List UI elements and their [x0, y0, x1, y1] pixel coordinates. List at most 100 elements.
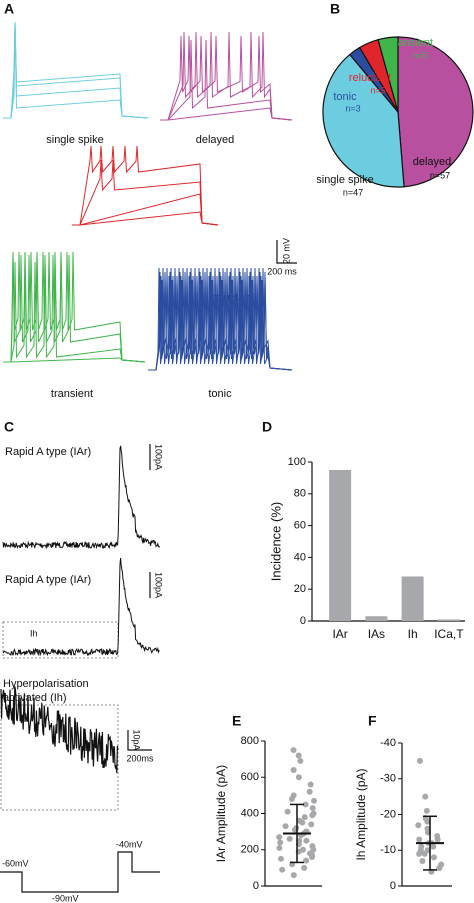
y-tick-label: 600 — [241, 771, 259, 783]
y-tick-label: -20 — [380, 808, 396, 820]
dot — [308, 821, 315, 828]
y-tick-label: 60 — [294, 520, 306, 532]
trace — [72, 193, 219, 226]
dot — [309, 854, 316, 860]
dot — [423, 807, 430, 814]
dot — [290, 767, 297, 773]
y-tick-label: 400 — [241, 807, 259, 819]
x-tick-label: IAs — [368, 627, 385, 641]
dot — [415, 822, 422, 829]
x-tick-label: IAr — [332, 627, 347, 641]
slice-label: transient — [391, 37, 433, 49]
dot — [277, 855, 284, 862]
dot — [279, 866, 286, 873]
dot — [436, 865, 443, 872]
dot — [309, 812, 316, 819]
dot — [416, 757, 423, 764]
y-tick-label: 100 — [288, 456, 306, 468]
trace — [72, 211, 219, 226]
x-tick-label: Ih — [408, 627, 418, 641]
scale-bar — [127, 730, 152, 751]
panel-label: E — [232, 713, 241, 729]
dot — [290, 872, 297, 879]
panel-label: D — [262, 419, 272, 435]
y-axis-label: Incidence (%) — [268, 502, 283, 581]
trace — [2, 445, 161, 550]
dot — [430, 843, 437, 850]
y-tick-label: 0 — [390, 880, 396, 892]
dot — [277, 839, 284, 846]
dot — [288, 796, 295, 802]
y-tick-label: -30 — [380, 773, 396, 785]
y-tick-label: 40 — [294, 551, 306, 563]
trace — [3, 21, 149, 119]
slice-label: single spike — [316, 174, 373, 186]
scale-bar — [276, 240, 297, 264]
pie-slice — [377, 36, 399, 113]
y-tick-label: -10 — [380, 844, 396, 856]
bar — [401, 576, 424, 621]
scale-label: 20 mV — [281, 238, 291, 264]
dot — [434, 836, 441, 843]
dot — [295, 752, 302, 759]
trace-label: Hyperpolarisation — [3, 678, 89, 690]
dot — [303, 837, 310, 844]
trace — [72, 145, 219, 226]
dot — [284, 808, 291, 815]
scale-label: 100pA — [154, 444, 164, 470]
scale-label: 200 ms — [267, 266, 297, 276]
trace-label: delayed — [196, 134, 235, 146]
dot — [307, 781, 314, 788]
dot — [290, 747, 297, 754]
pie-slice — [397, 36, 474, 188]
trace-label: tonic — [208, 388, 232, 400]
dot — [276, 844, 283, 851]
dot — [297, 757, 304, 764]
bar — [437, 619, 460, 621]
dot — [276, 834, 283, 841]
y-tick-label: 200 — [241, 844, 259, 856]
dot — [306, 788, 313, 795]
y-axis-label: Ih Amplitude (pA) — [354, 768, 368, 860]
voltage-label: -60mV — [2, 858, 29, 868]
slice-label: reluctant — [349, 72, 391, 84]
slice-value: n=3 — [345, 103, 360, 113]
y-tick-label: 0 — [253, 880, 259, 892]
dot — [299, 819, 306, 826]
dot — [282, 823, 289, 830]
trace-label: single spike — [46, 134, 103, 146]
trace — [160, 31, 293, 121]
dot — [419, 857, 426, 864]
y-tick-label: 20 — [294, 583, 306, 595]
dot — [302, 801, 309, 808]
scale-label: 200ms — [126, 753, 154, 763]
y-axis-label: IAr Amplitude (pA) — [214, 765, 228, 862]
dot — [303, 857, 310, 864]
trace — [3, 21, 149, 119]
pie-slice — [322, 53, 405, 188]
trace — [160, 35, 293, 121]
trace — [148, 279, 293, 371]
trace — [2, 558, 160, 657]
trace-label: transient — [51, 388, 93, 400]
trace — [0, 686, 119, 773]
bar — [365, 616, 388, 621]
voltage-label: -40mV — [116, 839, 143, 849]
slice-value: n=5 — [370, 85, 385, 95]
dot — [430, 854, 437, 861]
voltage-protocol — [0, 851, 160, 893]
trace — [3, 251, 146, 363]
dot — [416, 850, 423, 857]
panel-label: B — [330, 1, 340, 17]
dot — [309, 805, 316, 812]
dot — [286, 835, 293, 842]
trace-label: Rapid A type (IAr) — [5, 574, 91, 586]
scale-label: 100pA — [154, 572, 164, 598]
trace — [160, 39, 293, 121]
slice-label: tonic — [333, 91, 357, 103]
region-box — [0, 704, 119, 811]
dot — [422, 793, 429, 800]
trace-label: activated (Ih) — [3, 692, 67, 704]
bar — [329, 469, 352, 621]
panel-label: F — [368, 713, 377, 729]
